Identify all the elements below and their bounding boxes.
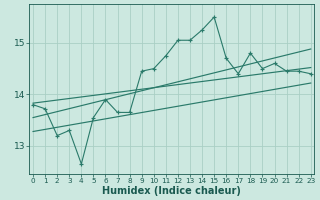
X-axis label: Humidex (Indice chaleur): Humidex (Indice chaleur) [102,186,241,196]
